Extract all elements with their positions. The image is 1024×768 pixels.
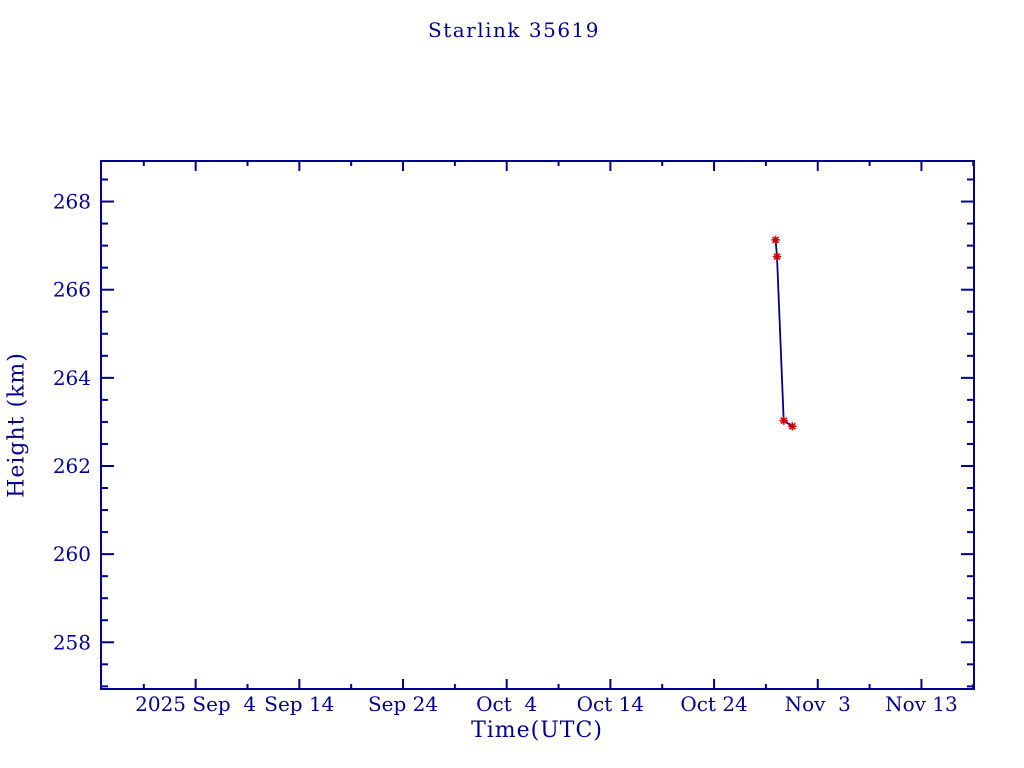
marker-arm <box>772 236 780 244</box>
marker-arm <box>773 253 781 261</box>
marker-arm <box>788 422 796 430</box>
x-tick-label: Oct 14 <box>577 692 644 716</box>
data-point-marker <box>772 252 782 261</box>
x-tick-label: Sep 14 <box>264 692 334 716</box>
y-tick-label: 262 <box>53 454 91 478</box>
x-tick-label: Oct 24 <box>680 692 747 716</box>
x-tick-label: Nov 13 <box>885 692 958 716</box>
data-point-marker <box>788 422 797 431</box>
x-axis-title: Time(UTC) <box>471 718 603 743</box>
data-point-marker <box>779 416 788 425</box>
x-tick-label: Sep 24 <box>368 692 438 716</box>
y-tick-label: 268 <box>53 190 91 214</box>
x-tick-label: Nov 3 <box>785 692 851 716</box>
data-point-marker <box>771 235 780 245</box>
y-tick-label: 258 <box>53 630 91 654</box>
data-line <box>774 239 793 428</box>
x-tick-label: Oct 4 <box>476 692 537 716</box>
y-tick-label: 264 <box>53 366 91 390</box>
y-tick-label: 266 <box>53 278 91 302</box>
marker-arm <box>780 417 788 425</box>
x-tick-label: 2025 Sep 4 <box>135 692 256 716</box>
plot-frame <box>100 160 975 690</box>
y-tick-label: 260 <box>53 542 91 566</box>
chart-title: Starlink 35619 <box>428 18 600 42</box>
